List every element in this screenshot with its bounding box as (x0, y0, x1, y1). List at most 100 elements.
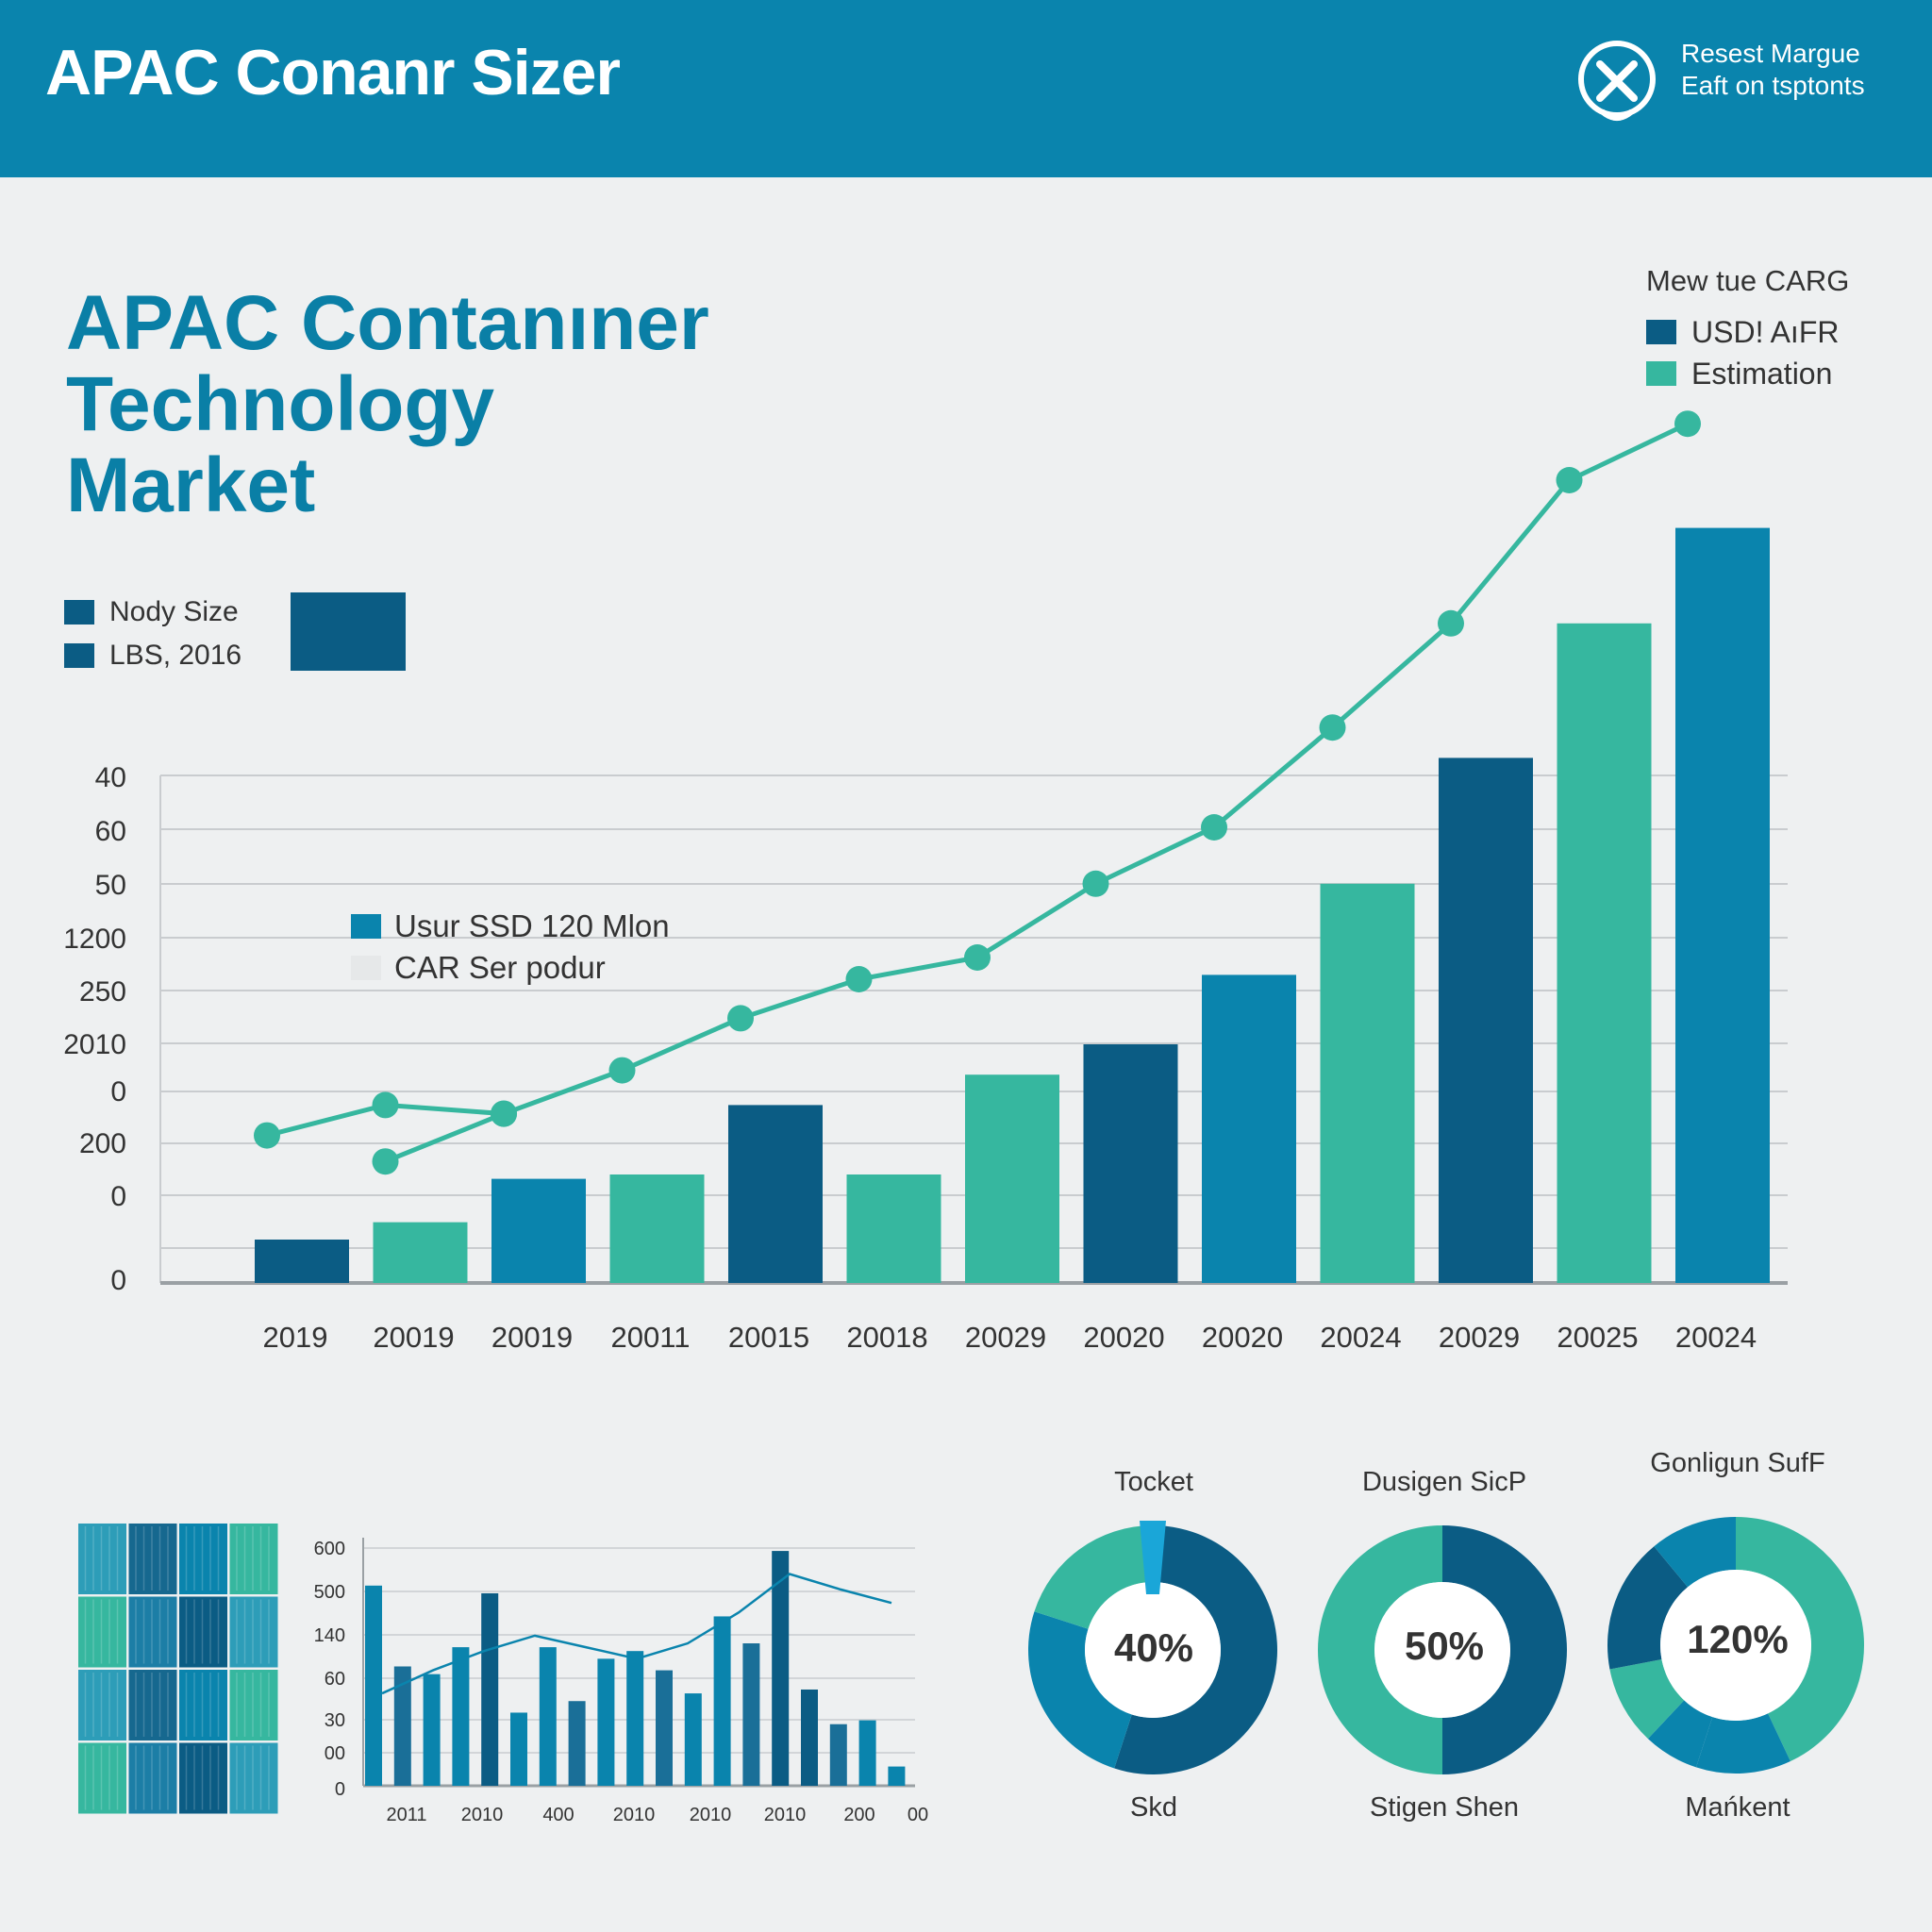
container-cell (78, 1596, 126, 1668)
line-point (845, 966, 873, 992)
x-tick-label: 20024 (1675, 1321, 1757, 1354)
bar (1083, 1044, 1178, 1283)
bar (1320, 883, 1415, 1283)
secondary-line (384, 1111, 505, 1164)
page-title-line1: APAC Contanıner (66, 280, 709, 366)
legend-big-swatch (291, 592, 406, 671)
donut-slice (1034, 1525, 1153, 1629)
bar (888, 1766, 906, 1786)
line-point (964, 944, 991, 971)
container-cell (179, 1524, 227, 1594)
bar (1675, 527, 1770, 1283)
bar (656, 1670, 673, 1786)
container-cell (229, 1524, 278, 1594)
header-note: Resest Margue Eaft on tsptonts (1681, 38, 1865, 102)
bar (846, 1174, 941, 1283)
bar (491, 1178, 586, 1283)
donut-slice (1607, 1546, 1689, 1670)
legend-top-title: Mew tue CARG (1646, 264, 1850, 297)
bar (365, 1585, 382, 1786)
x-tick-label: 2010 (461, 1805, 504, 1825)
container-cell (229, 1596, 278, 1668)
y-tick-label: 0 (110, 1181, 126, 1212)
bar (423, 1674, 441, 1786)
x-tick-label: 20019 (491, 1321, 573, 1354)
container-cell (78, 1670, 126, 1740)
container-cell (128, 1670, 177, 1740)
container-cell (128, 1524, 177, 1594)
legend-left: Nody Size LBS, 2016 (64, 591, 242, 677)
bar (684, 1693, 702, 1786)
donut-value-1: 50% (1404, 1624, 1485, 1668)
line-point (1082, 870, 1109, 897)
x-tick-label: 400 (542, 1805, 574, 1825)
donut-hole (1660, 1570, 1811, 1721)
legend-mid-item: CAR Ser podur (351, 947, 670, 989)
bar (829, 1724, 847, 1786)
bar (801, 1689, 818, 1786)
page-title: APAC Contanıner Technology Market (66, 283, 709, 526)
donut-slice (1647, 1700, 1713, 1768)
legend-top: Mew tue CARG USD! AıFR Estimation (1646, 264, 1849, 394)
x-tick-label: 20011 (611, 1321, 691, 1354)
donut-hole (1085, 1582, 1221, 1718)
y-tick-label: 200 (79, 1128, 126, 1159)
y-tick-label: 600 (314, 1539, 345, 1559)
line-point (608, 1057, 636, 1084)
legend-top-label-1: Estimation (1691, 356, 1833, 391)
donut-charts (1028, 1516, 1865, 1774)
line-point (254, 1122, 280, 1149)
legend-swatch (1646, 320, 1676, 344)
donut-slice (1318, 1525, 1442, 1774)
legend-mid: Usur SSD 120 Mlon CAR Ser podur (351, 906, 670, 989)
page-title-line2: Technology (66, 361, 495, 447)
y-tick-label: 00 (325, 1743, 345, 1764)
legend-swatch (64, 643, 94, 668)
container-cell (179, 1742, 227, 1814)
legend-mid-label-0: Usur SSD 120 Mlon (394, 908, 670, 943)
bar (393, 1666, 411, 1786)
bar (1439, 758, 1533, 1283)
x-tick-label: 20029 (1439, 1321, 1520, 1354)
container-cell (229, 1670, 278, 1740)
legend-left-item: LBS, 2016 (64, 634, 242, 677)
bar (626, 1651, 644, 1786)
container-cell (78, 1524, 126, 1594)
main-bar-chart: 40 60 50 1200 250 2010 0 200 0 0 2019 20019 20019 20… (63, 410, 1788, 1354)
bar (1557, 623, 1652, 1283)
bar (568, 1701, 586, 1786)
container-cell (78, 1742, 126, 1814)
donut-slice (1654, 1516, 1736, 1588)
bar (609, 1174, 705, 1283)
y-tick-label: 250 (79, 976, 126, 1008)
x-tick-label: 00 (908, 1805, 928, 1825)
bar (742, 1643, 760, 1786)
x-tick-label: 2011 (386, 1805, 426, 1825)
bar (772, 1551, 790, 1786)
container-cell (128, 1742, 177, 1814)
line-point (372, 1148, 399, 1175)
line-point (491, 1100, 517, 1127)
donut-value-2: 120% (1687, 1617, 1789, 1661)
x-tick-label: 20025 (1557, 1321, 1638, 1354)
close-badge-icon[interactable] (1574, 38, 1660, 125)
donut-value-0: 40% (1113, 1625, 1194, 1670)
header-bar: APAC Conanr Sizer Resest Margue Eaft on … (0, 0, 1932, 177)
donut-title-0: Tocket (1114, 1467, 1193, 1497)
container-cell (179, 1670, 227, 1740)
x-tick-label: 2010 (764, 1805, 807, 1825)
x-tick-label: 20020 (1083, 1321, 1164, 1354)
x-tick-label: 20024 (1320, 1321, 1401, 1354)
y-tick-label: 140 (314, 1625, 345, 1646)
donut-title-2: Gonligun SufF (1650, 1448, 1825, 1478)
container-grid-image (78, 1524, 278, 1814)
donut-slice (1442, 1525, 1567, 1774)
y-tick-label: 40 (95, 762, 126, 793)
legend-left-label-0: Nody Size (109, 596, 239, 627)
legend-mid-item: Usur SSD 120 Mlon (351, 906, 670, 947)
header-note-line1: Resest Margue (1681, 39, 1860, 68)
y-tick-label: 60 (95, 816, 126, 847)
donut-title-1: Dusigen SicP (1361, 1467, 1527, 1497)
x-tick-label: 2010 (690, 1805, 732, 1825)
